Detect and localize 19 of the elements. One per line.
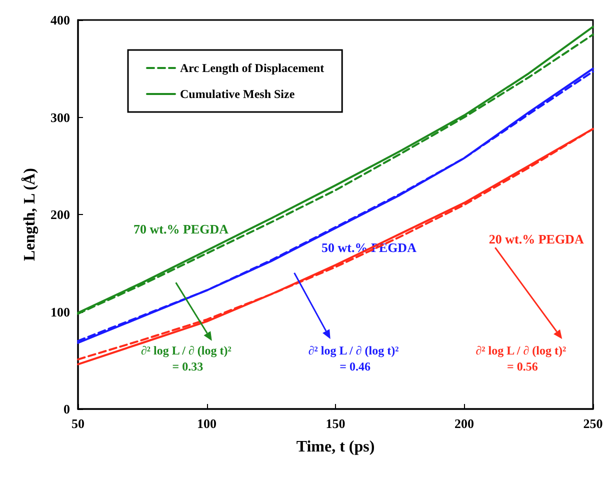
x-tick-label: 200	[454, 416, 474, 431]
annotation: ∂² log L / ∂ (log t)² = 0.33	[140, 343, 232, 374]
x-tick-label: 100	[197, 416, 216, 431]
legend-label: Cumulative Mesh Size	[180, 87, 296, 101]
x-tick-label: 150	[326, 416, 346, 431]
y-axis-title: Length, L (Å)	[20, 168, 38, 261]
legend-label: Arc Length of Displacement	[180, 61, 324, 75]
y-tick-label: 400	[50, 12, 70, 28]
annotation: 20 wt.% PEGDA	[488, 231, 584, 246]
x-tick-label: 50	[72, 416, 84, 431]
x-tick-label: 250	[583, 416, 603, 431]
annotation: ∂² log L / ∂ (log t)² = 0.56	[476, 343, 566, 374]
annotation: 70 wt.% PEGDA	[134, 222, 230, 237]
x-axis-title: Time, t (ps)	[296, 438, 375, 456]
y-tick-label: 0	[64, 402, 70, 416]
annotation: ∂² log L / ∂ (log t)² = 0.46	[308, 343, 400, 374]
y-tick-label: 200	[50, 207, 70, 222]
y-tick-label: 100	[50, 304, 70, 320]
y-tick-label: 300	[50, 110, 70, 125]
